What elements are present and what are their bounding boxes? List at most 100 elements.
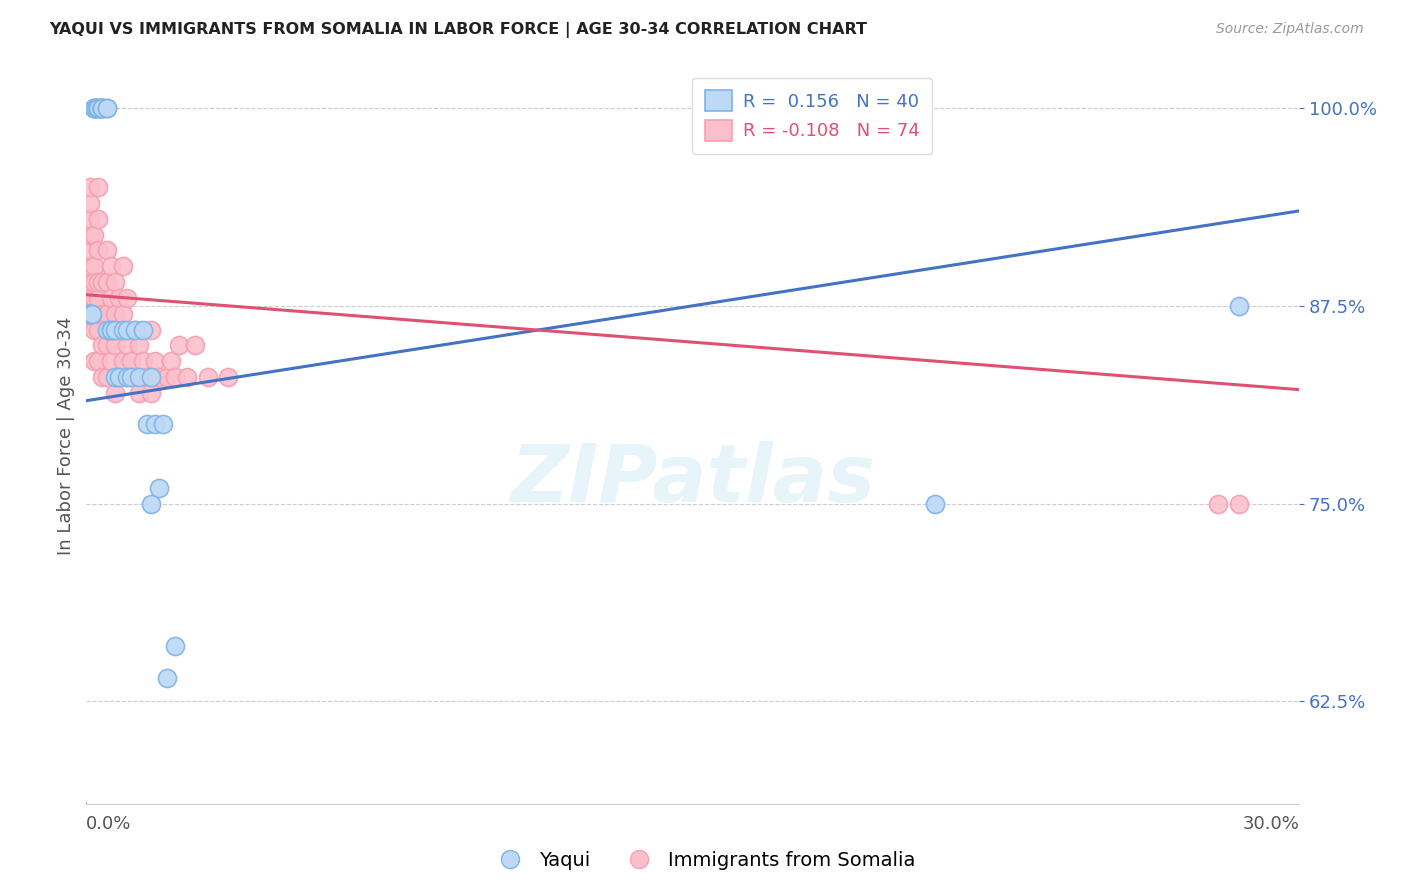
Point <box>91 101 114 115</box>
Point <box>143 354 166 368</box>
Point <box>104 338 127 352</box>
Point <box>96 370 118 384</box>
Text: ZIPatlas: ZIPatlas <box>510 442 876 519</box>
Point <box>107 370 129 384</box>
Point <box>87 180 110 194</box>
Point <box>104 275 127 289</box>
Point <box>77 307 100 321</box>
Point <box>79 196 101 211</box>
Point <box>79 244 101 258</box>
Legend: R =  0.156   N = 40, R = -0.108   N = 74: R = 0.156 N = 40, R = -0.108 N = 74 <box>692 78 932 153</box>
Point <box>82 307 104 321</box>
Point <box>86 101 108 115</box>
Point <box>91 101 114 115</box>
Point <box>83 101 105 115</box>
Point <box>96 307 118 321</box>
Point <box>156 671 179 685</box>
Point <box>132 322 155 336</box>
Point <box>79 227 101 242</box>
Point <box>132 354 155 368</box>
Point <box>91 101 114 115</box>
Point <box>87 244 110 258</box>
Point <box>139 322 162 336</box>
Point <box>79 259 101 273</box>
Point <box>139 385 162 400</box>
Point <box>104 385 127 400</box>
Point <box>100 354 122 368</box>
Point <box>77 291 100 305</box>
Point <box>100 259 122 273</box>
Point <box>83 101 105 115</box>
Point <box>87 322 110 336</box>
Point <box>104 322 127 336</box>
Point <box>152 417 174 432</box>
Point <box>79 180 101 194</box>
Point <box>139 370 162 384</box>
Point <box>77 307 100 321</box>
Point <box>111 307 134 321</box>
Point <box>136 417 159 432</box>
Point <box>83 275 105 289</box>
Point <box>165 639 187 653</box>
Point <box>83 101 105 115</box>
Point <box>87 275 110 289</box>
Point <box>143 417 166 432</box>
Point <box>111 259 134 273</box>
Point <box>156 370 179 384</box>
Point <box>79 275 101 289</box>
Point <box>91 307 114 321</box>
Point <box>104 370 127 384</box>
Point <box>124 322 146 336</box>
Point <box>79 307 101 321</box>
Point <box>79 307 101 321</box>
Point <box>100 291 122 305</box>
Point <box>160 354 183 368</box>
Text: 30.0%: 30.0% <box>1243 815 1299 833</box>
Point <box>115 322 138 336</box>
Point <box>80 307 103 321</box>
Legend: Yaqui, Immigrants from Somalia: Yaqui, Immigrants from Somalia <box>482 843 924 878</box>
Point <box>100 322 122 336</box>
Point <box>115 338 138 352</box>
Point <box>128 338 150 352</box>
Point <box>91 275 114 289</box>
Point <box>87 211 110 226</box>
Point <box>924 496 946 510</box>
Point <box>128 385 150 400</box>
Point <box>176 370 198 384</box>
Point <box>115 291 138 305</box>
Point <box>83 322 105 336</box>
Point <box>217 370 239 384</box>
Point <box>1227 299 1250 313</box>
Point <box>82 307 104 321</box>
Point <box>104 307 127 321</box>
Point <box>100 322 122 336</box>
Point <box>91 338 114 352</box>
Point <box>96 244 118 258</box>
Point <box>165 370 187 384</box>
Point <box>107 291 129 305</box>
Point <box>87 101 110 115</box>
Point <box>83 307 105 321</box>
Point <box>148 370 170 384</box>
Point <box>1208 496 1230 510</box>
Point <box>96 101 118 115</box>
Point <box>120 370 142 384</box>
Point <box>124 322 146 336</box>
Point <box>83 354 105 368</box>
Point <box>1227 496 1250 510</box>
Point <box>111 354 134 368</box>
Point <box>91 370 114 384</box>
Point <box>169 338 191 352</box>
Point <box>87 291 110 305</box>
Point <box>87 307 110 321</box>
Point <box>107 370 129 384</box>
Point <box>136 370 159 384</box>
Point <box>79 211 101 226</box>
Text: Source: ZipAtlas.com: Source: ZipAtlas.com <box>1216 22 1364 37</box>
Point <box>124 370 146 384</box>
Point <box>100 322 122 336</box>
Point <box>87 354 110 368</box>
Point <box>96 101 118 115</box>
Text: YAQUI VS IMMIGRANTS FROM SOMALIA IN LABOR FORCE | AGE 30-34 CORRELATION CHART: YAQUI VS IMMIGRANTS FROM SOMALIA IN LABO… <box>49 22 868 38</box>
